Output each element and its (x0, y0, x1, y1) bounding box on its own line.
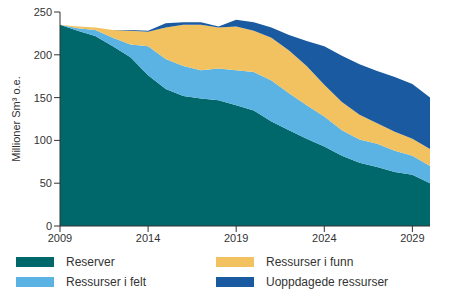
svg-text:2029: 2029 (400, 232, 424, 244)
svg-text:2014: 2014 (136, 232, 160, 244)
svg-text:Millioner Sm³ o.e.: Millioner Sm³ o.e. (10, 76, 22, 162)
html-text:Ressurser i felt: Ressurser i felt (66, 275, 146, 289)
svg-text:150: 150 (34, 92, 52, 104)
svg-text:50: 50 (40, 177, 52, 189)
svg-text:100: 100 (34, 134, 52, 146)
html-text:Ressurser i funn: Ressurser i funn (266, 255, 354, 269)
svg-text:0: 0 (46, 220, 52, 232)
svg-text:2019: 2019 (224, 232, 248, 244)
svg-text:2024: 2024 (312, 232, 336, 244)
svg-text:250: 250 (34, 6, 52, 18)
svg-text:2009: 2009 (48, 232, 72, 244)
html-text:Reserver: Reserver (66, 255, 115, 269)
html-text:Uoppdagede ressurser: Uoppdagede ressurser (266, 275, 389, 289)
svg-text:200: 200 (34, 49, 52, 61)
